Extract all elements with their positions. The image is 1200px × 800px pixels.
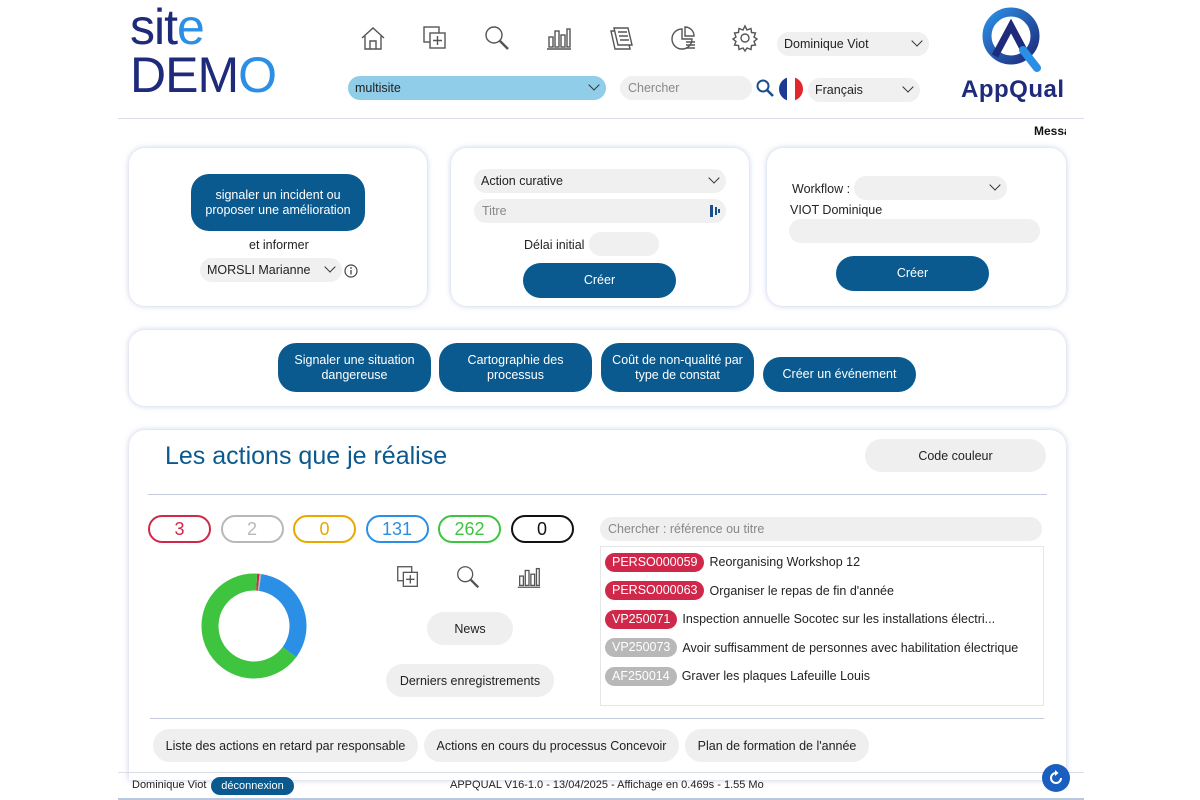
create-action-button[interactable]: Créer — [523, 263, 676, 298]
logo-line-1: site — [130, 0, 205, 55]
chevron-down-icon — [708, 172, 720, 184]
header-divider — [118, 118, 1084, 119]
footer-user: Dominique Viot — [132, 779, 207, 791]
gear-icon[interactable] — [714, 20, 776, 56]
search-actions-icon[interactable] — [454, 563, 482, 591]
action-title: Organiser le repas de fin d'année — [709, 583, 894, 598]
main-toolbar — [342, 20, 776, 56]
add-document-icon[interactable] — [404, 20, 466, 56]
create-workflow-button[interactable]: Créer — [836, 256, 989, 291]
shortcut-non-quality-cost[interactable]: Coût de non-qualité par type de constat — [601, 343, 754, 392]
news-button[interactable]: News — [427, 612, 513, 645]
shortcut-dangerous-situation[interactable]: Signaler une situation dangereuse — [278, 343, 431, 392]
action-card: Action curative Délai initial Créer — [451, 148, 749, 306]
workflow-label: Workflow : — [792, 182, 851, 196]
footer-divider — [118, 772, 1084, 773]
report-late-actions[interactable]: Liste des actions en retard par responsa… — [153, 729, 418, 762]
list-item[interactable]: PERSO000063 Organiser le repas de fin d'a… — [605, 581, 894, 601]
french-flag-icon — [779, 77, 803, 101]
shortcut-create-event[interactable]: Créer un événement — [763, 357, 916, 392]
action-search-input[interactable] — [600, 517, 1042, 541]
actions-title: Les actions que je réalise — [165, 442, 448, 470]
documents-icon[interactable] — [590, 20, 652, 56]
report-training-plan[interactable]: Plan de formation de l'année — [685, 729, 869, 762]
action-list: PERSO000059 Reorganising Workshop 12 PERSO… — [600, 546, 1044, 706]
language-select[interactable]: Français — [808, 78, 920, 102]
inform-label: et informer — [249, 238, 309, 252]
appqual-logo: AppQual — [955, 4, 1075, 104]
initial-delay-input[interactable] — [589, 232, 659, 256]
donut-slice-3[interactable] — [258, 574, 307, 658]
reference-badge: VP250071 — [605, 609, 678, 629]
chevron-down-icon — [902, 81, 914, 93]
action-title: Graver les plaques Lafeuille Louis — [681, 669, 870, 684]
workflow-card: Workflow : VIOT Dominique Créer — [767, 148, 1066, 306]
chevron-down-icon — [588, 79, 600, 91]
logout-button[interactable]: déconnexion — [211, 777, 294, 795]
site-logo[interactable]: site DEMO — [130, 0, 277, 103]
initial-delay-label: Délai initial — [524, 238, 585, 252]
status-counter[interactable]: 3 — [148, 515, 211, 543]
status-counter[interactable]: 2 — [220, 515, 284, 543]
brand-name: AppQual — [961, 76, 1065, 103]
chevron-down-icon — [324, 261, 336, 273]
footer-bottom-border — [118, 798, 1084, 800]
recent-records-button[interactable]: Derniers enregistrements — [386, 664, 554, 697]
messages-ticker: Messages — [1034, 124, 1066, 138]
reference-badge: VP250073 — [605, 638, 678, 658]
list-item[interactable]: VP250073 Avoir suffisamment de personnes … — [605, 638, 1018, 658]
color-code-button[interactable]: Code couleur — [865, 439, 1046, 472]
workflow-comment-input[interactable] — [789, 219, 1040, 243]
shortcuts-card: Signaler une situation dangereuse Cartog… — [129, 330, 1066, 406]
logo-line-2: DEMO — [130, 47, 277, 103]
chevron-down-icon — [989, 179, 1001, 191]
shortcut-process-map[interactable]: Cartographie des processus — [439, 343, 592, 392]
refresh-icon[interactable] — [1042, 764, 1070, 792]
report-incident-button[interactable]: signaler un incident ou proposer une amé… — [191, 174, 365, 231]
action-title-input[interactable] — [474, 199, 726, 223]
dashboard-icon[interactable] — [652, 20, 714, 56]
action-title: Reorganising Workshop 12 — [709, 555, 861, 569]
reports-divider — [150, 718, 1044, 719]
search-icon[interactable] — [466, 20, 528, 56]
status-counter[interactable]: 131 — [365, 515, 429, 543]
workflow-select[interactable] — [854, 176, 1007, 200]
list-item[interactable]: VP250071 Inspection annuelle Socotec sur … — [605, 609, 995, 629]
site-select[interactable]: multisite — [348, 76, 606, 100]
status-counter[interactable]: 262 — [438, 515, 501, 543]
actions-donut-chart — [201, 573, 307, 679]
incident-card: signaler un incident ou proposer une amé… — [129, 148, 427, 306]
search-button-icon[interactable] — [755, 78, 775, 98]
chevron-down-icon — [911, 35, 923, 47]
reference-badge: PERSO000063 — [605, 581, 705, 601]
global-search-input[interactable] — [620, 76, 752, 100]
reference-badge: AF250014 — [605, 666, 677, 686]
action-title: Inspection annuelle Socotec sur les inst… — [682, 612, 996, 627]
reference-badge: PERSO000059 — [605, 552, 705, 572]
action-type-select[interactable]: Action curative — [474, 169, 726, 193]
actions-divider — [148, 494, 1047, 495]
add-action-icon[interactable] — [394, 563, 422, 591]
status-counter[interactable]: 0 — [293, 515, 356, 543]
home-icon[interactable] — [342, 20, 404, 56]
user-select[interactable]: Dominique Viot — [777, 32, 929, 56]
list-item[interactable]: AF250014 Graver les plaques Lafeuille Lou… — [605, 666, 870, 686]
info-icon[interactable] — [344, 264, 358, 278]
donut-slice-4[interactable] — [201, 573, 297, 679]
voice-input-icon[interactable] — [709, 204, 721, 218]
workflow-person: VIOT Dominique — [790, 203, 883, 217]
status-counter[interactable]: 0 — [510, 515, 574, 543]
report-design-process-actions[interactable]: Actions en cours du processus Concevoir — [424, 729, 679, 762]
bar-chart-icon[interactable] — [528, 20, 590, 56]
inform-person-select[interactable]: MORSLI Marianne — [200, 258, 342, 282]
appqual-emblem-icon — [982, 7, 1041, 72]
footer-version-info: APPQUAL V16-1.0 - 13/04/2025 - Affichage… — [450, 779, 764, 791]
action-title: Avoir suffisamment de personnes avec hab… — [682, 640, 1019, 655]
actions-chart-icon[interactable] — [515, 563, 543, 591]
list-item[interactable]: PERSO000059 Reorganising Workshop 12 — [605, 552, 860, 572]
